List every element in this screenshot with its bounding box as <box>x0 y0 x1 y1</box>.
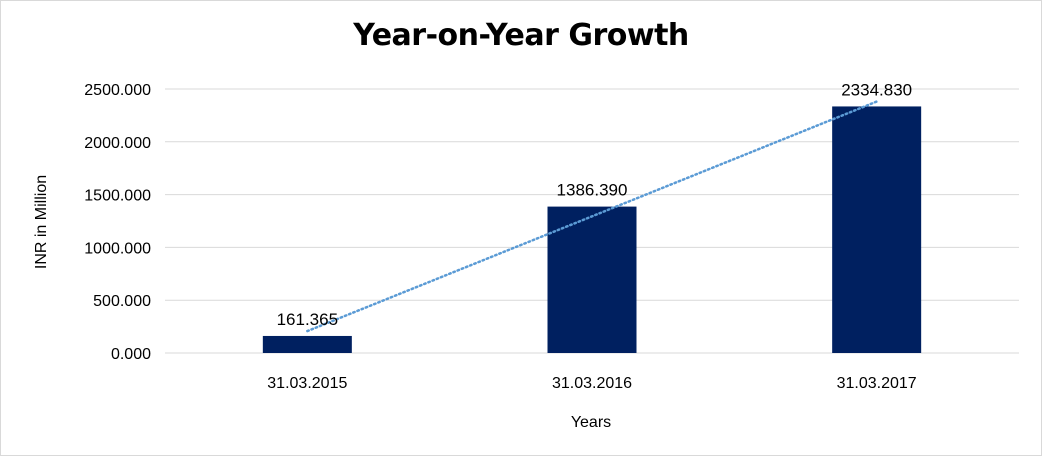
data-label: 161.365 <box>277 310 338 329</box>
trendline <box>306 100 878 333</box>
bars <box>262 106 922 353</box>
y-axis-title: INR in Million <box>33 175 50 269</box>
bar <box>832 106 922 353</box>
bar <box>262 335 352 353</box>
x-axis-title: Years <box>571 414 611 431</box>
bar <box>547 206 637 353</box>
y-tick-label: 2000.000 <box>84 135 151 152</box>
y-tick-label: 1500.000 <box>84 188 151 205</box>
trendline-group <box>306 100 878 333</box>
y-tick-label: 1000.000 <box>84 240 151 257</box>
x-tick-label: 31.03.2016 <box>552 375 632 392</box>
x-tick-label: 31.03.2017 <box>837 375 917 392</box>
data-label: 2334.830 <box>841 80 912 99</box>
data-label: 1386.390 <box>557 181 628 200</box>
labels: 0.000 500.000 1000.000 1500.000 2000.000 2500… <box>84 80 917 392</box>
y-tick-label: 2500.000 <box>84 82 151 99</box>
y-tick-label: 0.000 <box>111 346 151 363</box>
chart-title: Year-on-Year Growth <box>353 18 689 53</box>
y-tick-label: 500.000 <box>93 293 151 310</box>
x-tick-label: 31.03.2015 <box>267 375 347 392</box>
